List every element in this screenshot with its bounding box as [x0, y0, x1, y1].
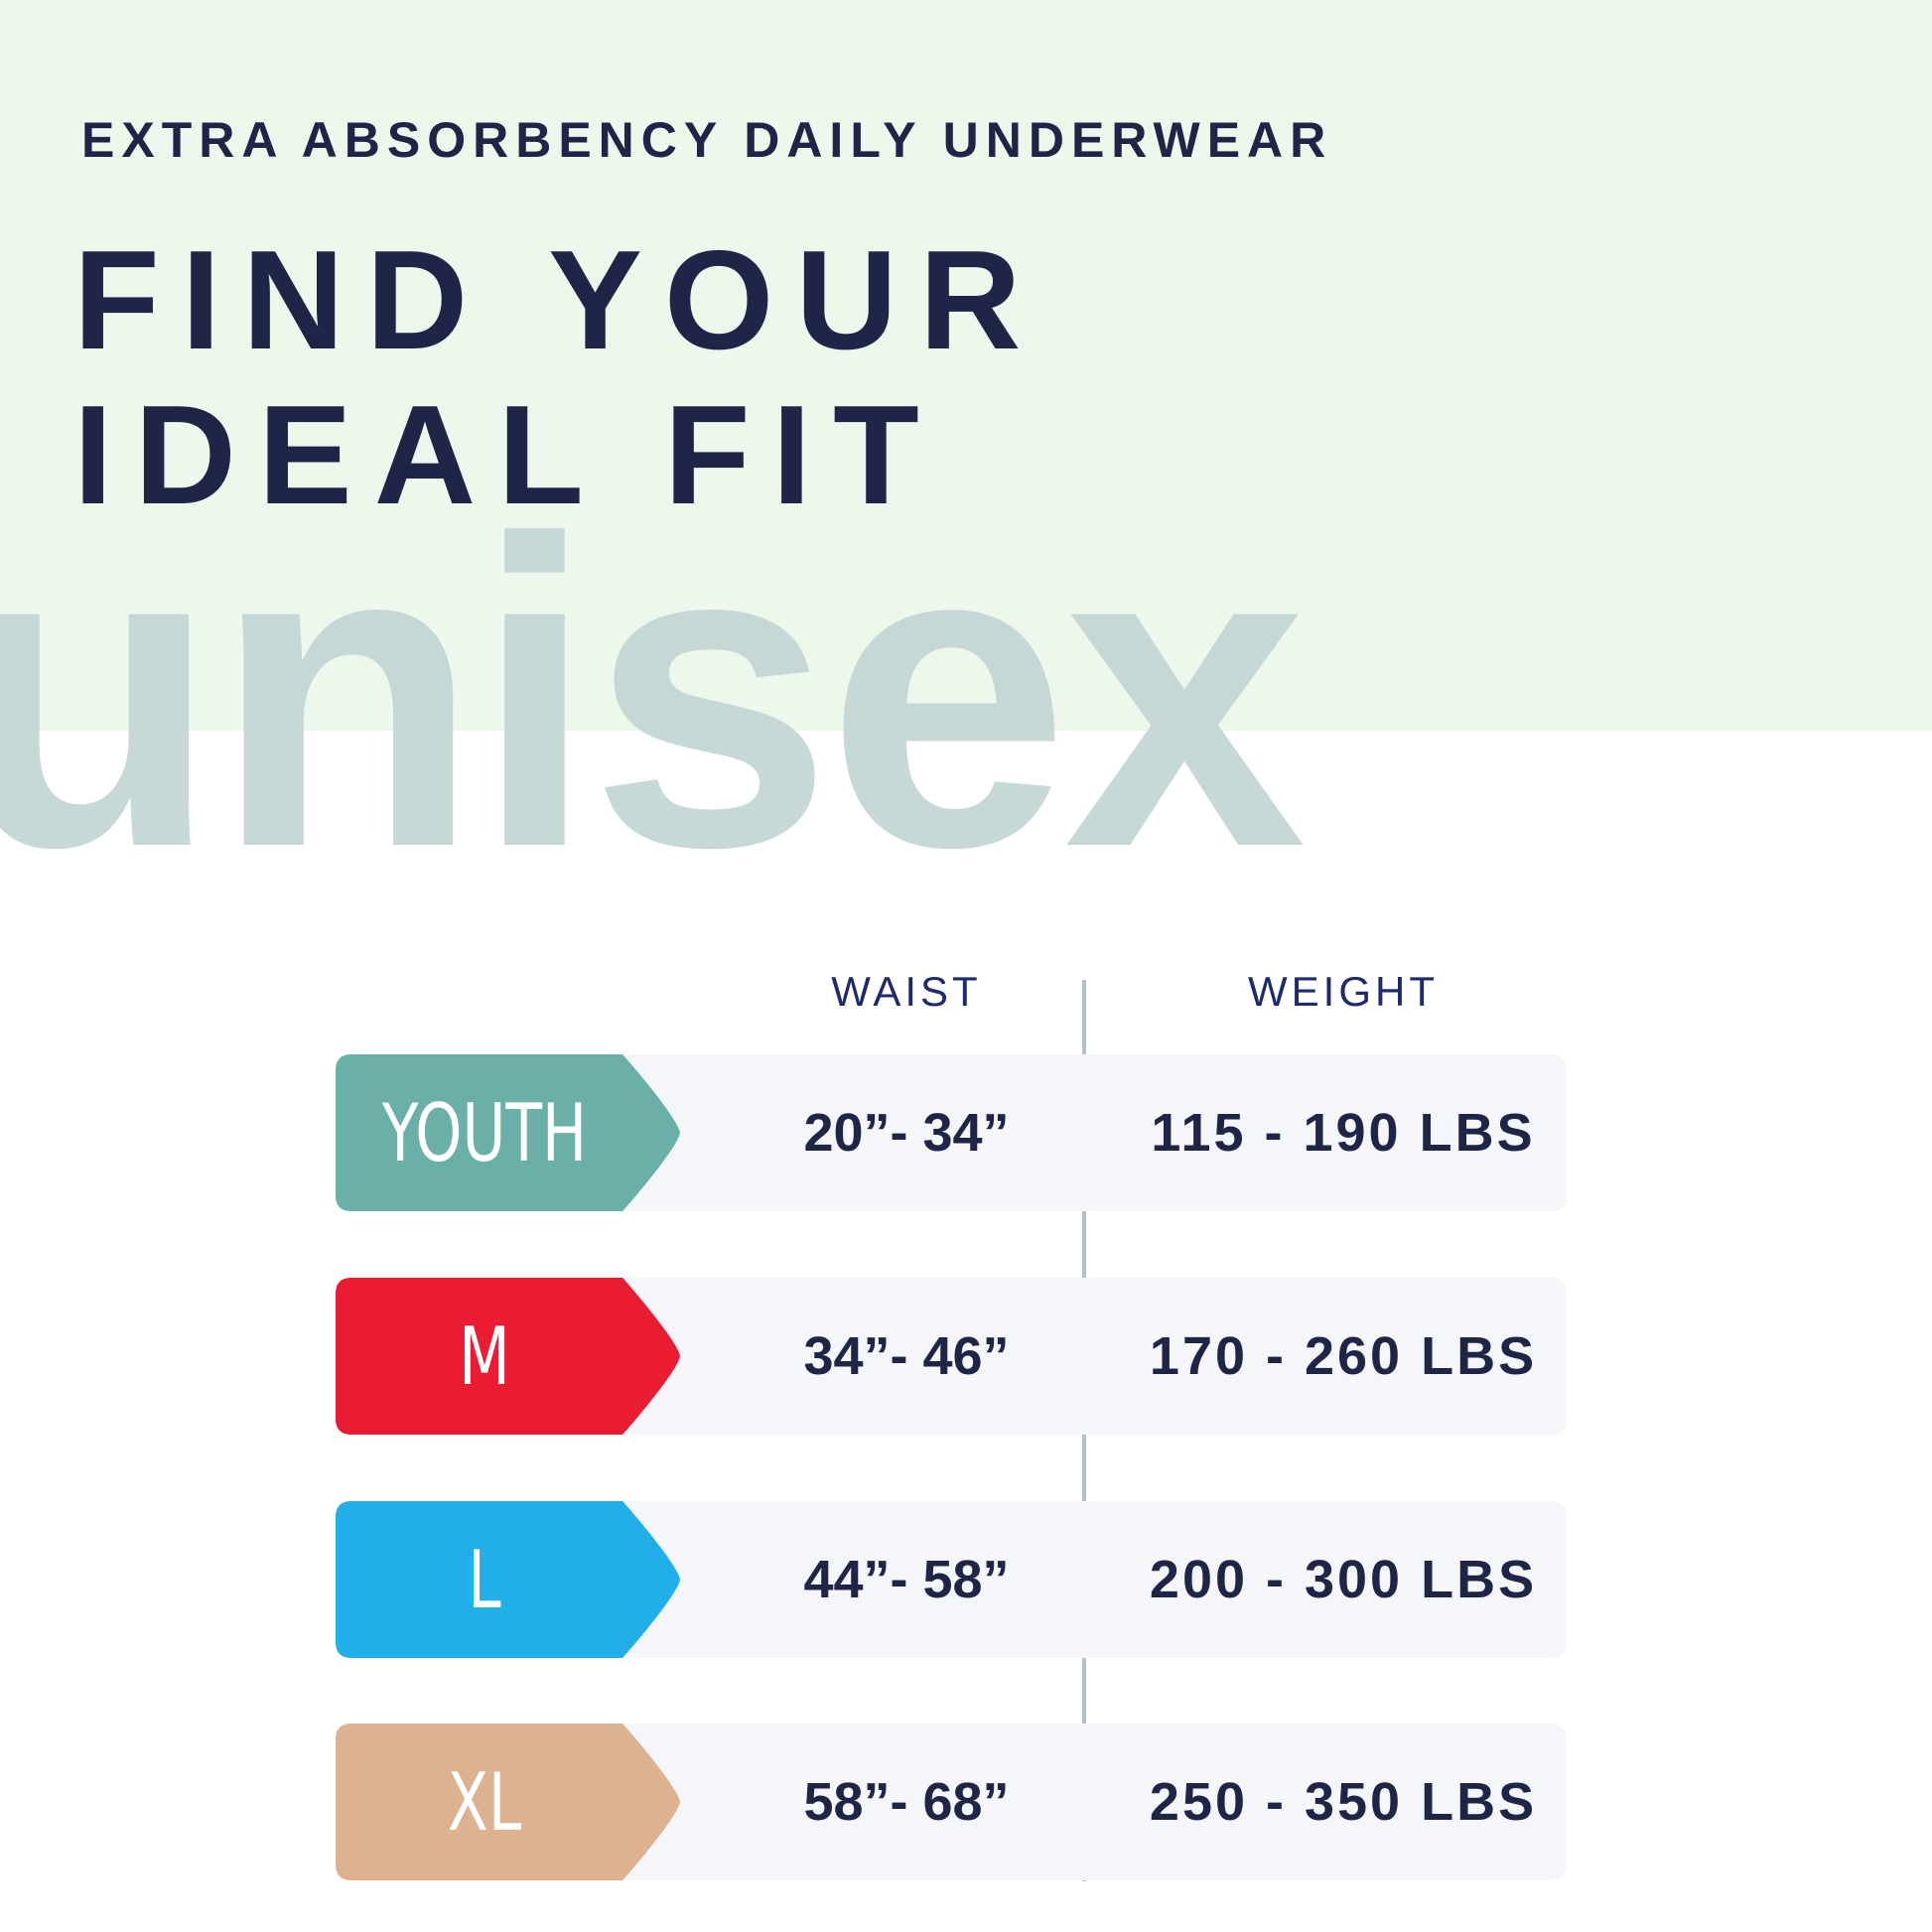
unisex-watermark: unisex: [0, 451, 1307, 938]
size-row-m: M 34”- 46” 170 - 260 LBS: [336, 1278, 1567, 1435]
page-title: FIND YOUR IDEAL FIT: [73, 223, 1042, 533]
size-tag: L: [336, 1501, 683, 1658]
size-tag: M: [336, 1278, 683, 1435]
column-header-weight: WEIGHT: [1248, 968, 1439, 1015]
title-line-2: IDEAL FIT: [73, 376, 941, 534]
size-label: M: [459, 1310, 510, 1403]
size-tag: YOUTH: [336, 1054, 683, 1211]
size-label: XL: [447, 1755, 522, 1849]
header-background: [0, 0, 1932, 731]
size-label: YOUTH: [381, 1086, 588, 1179]
size-tag-shape: [336, 1054, 680, 1211]
size-tag-shape: [336, 1724, 680, 1880]
size-tag-shape: [336, 1278, 680, 1435]
size-label: L: [468, 1533, 501, 1626]
title-line-1: FIND YOUR: [73, 221, 1043, 379]
size-tag-shape: [336, 1501, 680, 1658]
product-subtitle: EXTRA ABSORBENCY DAILY UNDERWEAR: [81, 112, 1333, 168]
size-tag: XL: [336, 1724, 683, 1880]
size-row-l: L 44”- 58” 200 - 300 LBS: [336, 1501, 1567, 1658]
column-header-waist: WAIST: [831, 968, 982, 1015]
size-row-xl: XL 58”- 68” 250 - 350 LBS: [336, 1724, 1567, 1880]
size-row-youth: YOUTH 20”- 34” 115 - 190 LBS: [336, 1054, 1567, 1211]
